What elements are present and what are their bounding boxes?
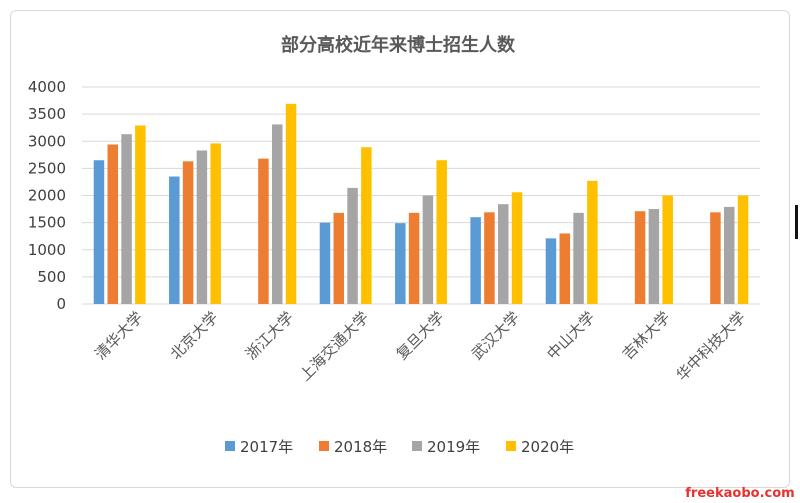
x-category-label: 吉林大学 (619, 308, 674, 363)
x-category-label: 华中科技大学 (673, 308, 749, 384)
bar (723, 206, 735, 304)
legend-item: 2019年 (412, 438, 480, 456)
bar (182, 161, 194, 304)
bar (210, 143, 221, 304)
legend-swatch (225, 441, 235, 451)
edge-marker (795, 205, 798, 239)
bar (319, 222, 331, 304)
legend-item: 2020年 (506, 438, 574, 456)
bar (634, 211, 646, 304)
legend-item: 2018年 (319, 438, 387, 456)
bar (347, 187, 358, 304)
legend-label: 2017年 (240, 438, 293, 456)
bar (470, 217, 481, 304)
y-tick-label: 2500 (28, 159, 66, 177)
bar (648, 209, 660, 304)
bar (93, 160, 105, 304)
x-category-label: 武汉大学 (468, 308, 523, 363)
legend: 2017年 2018年 2019年 2020年 (225, 438, 574, 456)
y-tick-label: 3000 (28, 132, 66, 150)
bar (169, 176, 180, 304)
bar (559, 233, 571, 304)
x-category-label: 上海交通大学 (296, 308, 372, 384)
bar (710, 212, 721, 304)
y-tick-label: 3500 (28, 105, 66, 123)
x-category-label: 清华大学 (91, 308, 146, 363)
bar (107, 144, 119, 304)
bar (135, 125, 146, 304)
bar (285, 103, 297, 304)
legend-label: 2020年 (521, 438, 574, 456)
bars (93, 103, 749, 305)
bar (573, 212, 584, 304)
legend-swatch (506, 441, 516, 451)
y-tick-label: 1500 (28, 214, 66, 232)
legend-swatch (412, 441, 422, 451)
x-category-label: 复旦大学 (393, 308, 448, 363)
legend-label: 2018年 (334, 438, 387, 456)
bar (258, 158, 269, 304)
x-category-label: 中山大学 (543, 308, 598, 363)
bar (271, 124, 283, 305)
bar (497, 204, 509, 304)
y-tick-label: 500 (37, 268, 66, 286)
y-tick-label: 2000 (28, 187, 66, 205)
y-axis-ticks: 0 500 1000 1500 2000 2500 3000 3500 4000 (28, 78, 66, 313)
bar (408, 212, 420, 304)
bar (737, 195, 749, 304)
x-category-label: 北京大学 (167, 308, 222, 363)
bar (196, 150, 208, 304)
legend-label: 2019年 (427, 438, 480, 456)
bar (121, 134, 132, 304)
bar (587, 180, 598, 304)
bar (422, 195, 434, 304)
bar (484, 212, 495, 304)
gridlines (82, 86, 760, 305)
bar (511, 192, 523, 304)
y-tick-label: 4000 (28, 78, 66, 96)
bar (395, 223, 406, 304)
x-category-label: 浙江大学 (242, 308, 297, 363)
y-tick-label: 0 (56, 295, 66, 313)
legend-item: 2017年 (225, 438, 293, 456)
bar (662, 195, 673, 304)
bar (361, 147, 372, 304)
y-tick-label: 1000 (28, 241, 66, 259)
chart-title: 部分高校近年来博士招生人数 (281, 34, 516, 56)
watermark-text: freekaobo.com (685, 486, 794, 501)
bar (545, 238, 557, 304)
legend-swatch (319, 441, 329, 451)
bar (333, 212, 345, 304)
bar (436, 160, 447, 304)
